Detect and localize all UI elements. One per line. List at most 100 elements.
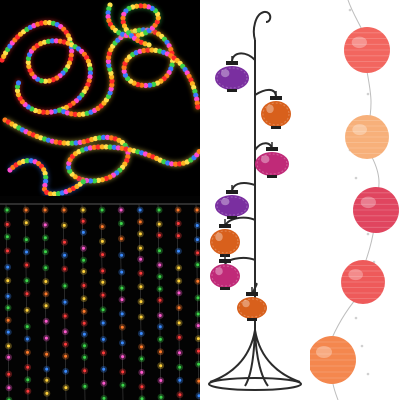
curtain-bulb bbox=[5, 208, 9, 212]
rope-bulb bbox=[87, 66, 93, 72]
rope-bulb bbox=[99, 144, 105, 150]
curtain-bulb bbox=[62, 208, 66, 212]
rope-bulb bbox=[139, 82, 145, 88]
curtain-bulb bbox=[177, 306, 181, 310]
rope-bulb bbox=[43, 174, 49, 180]
curtain-bulb bbox=[158, 314, 162, 317]
curtain-strand bbox=[100, 203, 105, 400]
curtain-bulb bbox=[159, 350, 162, 354]
paper-lantern bbox=[341, 260, 385, 304]
curtain-bulb bbox=[178, 378, 182, 382]
rope-bulb bbox=[108, 86, 114, 92]
curtain-bulb bbox=[178, 393, 182, 397]
curtain-bulb bbox=[6, 279, 10, 283]
curtain-bulb bbox=[25, 325, 29, 329]
curtain-bulb bbox=[101, 337, 105, 341]
rope-bulb bbox=[104, 134, 111, 140]
rope-bulb bbox=[45, 38, 52, 44]
string-bulb bbox=[366, 372, 370, 376]
rope-bulb bbox=[76, 111, 82, 118]
curtain-bulb bbox=[140, 345, 143, 349]
rope-bulb bbox=[20, 158, 26, 164]
curtain-bulb bbox=[44, 266, 48, 270]
curtain-bulb bbox=[102, 351, 105, 355]
rope-bulb bbox=[121, 11, 127, 17]
curtain-bulb bbox=[195, 224, 199, 227]
rope-bulb bbox=[123, 146, 129, 152]
rope-bulb bbox=[95, 144, 101, 150]
curtain-light-image bbox=[0, 203, 200, 400]
rope-bulb bbox=[95, 177, 102, 183]
string-bulb bbox=[354, 176, 358, 180]
rope-bulb bbox=[24, 158, 30, 164]
rope-bulb bbox=[51, 191, 57, 196]
curtain-bulb bbox=[139, 271, 143, 275]
rope-bulb bbox=[173, 161, 179, 167]
curtain-bulb bbox=[139, 285, 143, 289]
curtain-bulb bbox=[100, 208, 104, 212]
rope-light-panel bbox=[0, 0, 200, 196]
curtain-bulb bbox=[44, 319, 48, 323]
curtain-bulb bbox=[6, 294, 10, 298]
rope-bulb bbox=[91, 144, 97, 150]
curtain-bulb bbox=[5, 222, 9, 226]
curtain-bulb bbox=[158, 287, 162, 291]
rope-bulb bbox=[107, 90, 113, 96]
curtain-bulb bbox=[177, 266, 181, 270]
light-string bbox=[331, 0, 380, 400]
rope-bulb bbox=[53, 139, 59, 145]
rope-bulb bbox=[131, 148, 137, 154]
curtain-bulb bbox=[158, 298, 162, 302]
rope-bulb bbox=[69, 140, 75, 146]
rope-bulb bbox=[80, 179, 86, 185]
curtain-bulb bbox=[82, 332, 86, 336]
curtain-bulb bbox=[44, 250, 47, 254]
curtain-bulb bbox=[64, 386, 68, 390]
string-bulb bbox=[366, 232, 370, 236]
curtain-bulb bbox=[43, 236, 47, 240]
curtain-bulb bbox=[5, 235, 9, 239]
curtain-bulb bbox=[24, 208, 28, 212]
rope-bulb bbox=[99, 177, 105, 183]
curtain-bulb bbox=[82, 246, 85, 250]
curtain-bulb bbox=[25, 337, 29, 341]
rope-bulb bbox=[137, 48, 143, 54]
curtain-bulb bbox=[26, 350, 29, 354]
glass-lantern bbox=[210, 219, 240, 257]
rope-bulb bbox=[194, 96, 200, 102]
rope-bulb bbox=[154, 19, 160, 25]
rope-bulb bbox=[38, 20, 45, 26]
rope-bulb bbox=[49, 38, 55, 44]
curtain-bulb bbox=[45, 378, 49, 382]
curtain-bulb bbox=[158, 263, 162, 267]
curtain-bulb bbox=[25, 250, 28, 254]
rope-bulb bbox=[28, 158, 34, 164]
rope-bulb bbox=[81, 139, 87, 145]
curtain-bulb bbox=[44, 280, 48, 283]
rope-bulb bbox=[142, 3, 148, 9]
rope-bulb bbox=[106, 62, 112, 68]
rope-bulb bbox=[151, 81, 157, 87]
rope-bulb bbox=[80, 111, 86, 117]
rope-bulb bbox=[57, 38, 63, 44]
rope-bulb bbox=[53, 38, 59, 44]
curtain-bulb bbox=[140, 357, 144, 361]
curtain-bulb bbox=[25, 279, 29, 283]
rope-bulb bbox=[165, 160, 171, 166]
curtain-bulb bbox=[120, 286, 124, 290]
curtain-bulb bbox=[101, 321, 105, 325]
curtain-bulb bbox=[100, 225, 104, 229]
curtain-bulb bbox=[101, 308, 105, 312]
curtain-bulb bbox=[139, 257, 143, 261]
curtain-bulb bbox=[82, 321, 86, 325]
curtain-bulb bbox=[43, 208, 47, 212]
curtain-bulb bbox=[82, 297, 86, 301]
rope-bulb bbox=[105, 14, 111, 20]
rope-bulb bbox=[15, 92, 21, 98]
rope-bulb bbox=[42, 170, 48, 176]
curtain-bulb bbox=[81, 208, 85, 212]
rope-bulb bbox=[14, 88, 21, 94]
rope-bulb bbox=[46, 20, 53, 26]
rope-bulb bbox=[138, 3, 144, 9]
